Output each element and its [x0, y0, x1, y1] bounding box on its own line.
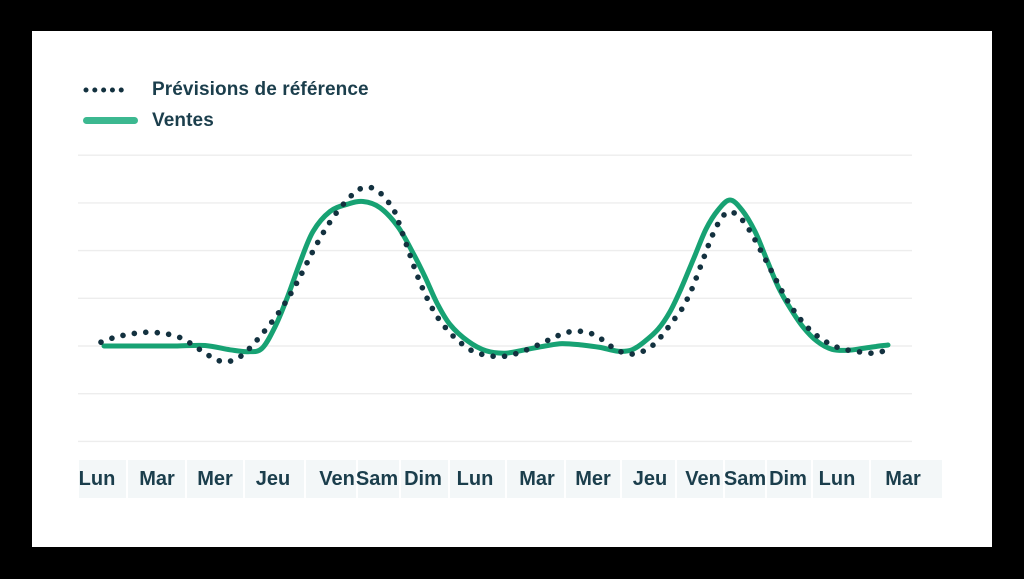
x-tick-band: [725, 460, 765, 498]
x-axis-label: Dim: [404, 468, 442, 490]
x-tick-band: [871, 460, 942, 498]
x-axis-label: Jeu: [632, 468, 668, 490]
x-axis: Lun Mar Mer Jeu Ven Sam Dim Lun Mar Mer Jeu Ven Sam D…: [32, 31, 992, 547]
x-axis-label: Mar: [139, 468, 175, 490]
forecast-swatch-wrap: [83, 87, 152, 93]
dotted-line-swatch-icon: [83, 87, 133, 92]
x-tick-band: [245, 460, 304, 498]
x-tick-band: [622, 460, 675, 498]
chart-card: Prévisions de référence Ventes Lun Mar Mer…: [32, 31, 992, 547]
x-axis-label: Ven: [685, 468, 721, 490]
x-tick-band: [306, 460, 356, 498]
x-axis-label: Mar: [519, 468, 555, 490]
x-tick-band: [767, 460, 811, 498]
x-axis-label: Sam: [723, 468, 767, 490]
x-axis-label: Lun: [78, 468, 116, 490]
x-axis-label: Jeu: [255, 468, 291, 490]
forecast-series-line: [98, 184, 891, 365]
legend-item-sales: Ventes: [83, 105, 369, 136]
legend-label-sales: Ventes: [152, 109, 214, 131]
sales-forecast-line-chart: [78, 154, 912, 443]
chart-legend: Prévisions de référence Ventes: [83, 74, 369, 136]
x-axis-label: Lun: [456, 468, 494, 490]
x-tick-band: [187, 460, 243, 498]
solid-line-swatch-icon: [83, 117, 138, 124]
x-tick-band: [401, 460, 448, 498]
sales-swatch-wrap: [83, 117, 152, 124]
sales-series-line: [101, 197, 891, 356]
x-axis-label: Dim: [769, 468, 807, 490]
x-tick-band: [79, 460, 126, 498]
x-axis-label: Ven: [319, 468, 355, 490]
x-axis-label: Mer: [575, 468, 611, 490]
x-axis-label: Mer: [197, 468, 233, 490]
x-axis-label: Mar: [885, 468, 921, 490]
legend-item-forecast: Prévisions de référence: [83, 74, 369, 105]
x-tick-band: [128, 460, 185, 498]
x-tick-band: [358, 460, 399, 498]
x-tick-band: [677, 460, 723, 498]
x-tick-band: [507, 460, 564, 498]
x-tick-band: [813, 460, 869, 498]
legend-label-forecast: Prévisions de référence: [152, 78, 369, 100]
x-tick-band: [450, 460, 505, 498]
x-axis-label: Lun: [818, 468, 856, 490]
x-tick-band: [566, 460, 620, 498]
x-axis-label: Sam: [355, 468, 399, 490]
